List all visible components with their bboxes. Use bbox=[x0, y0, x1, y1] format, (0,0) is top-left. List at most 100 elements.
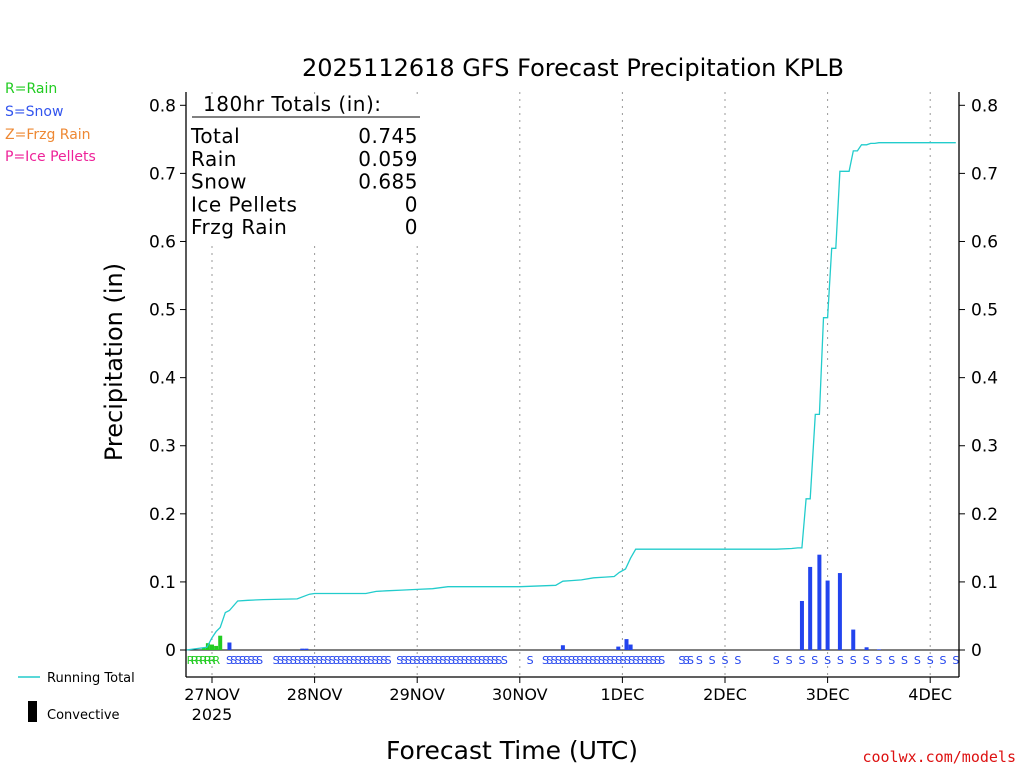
precip-type-marker-101: S bbox=[722, 654, 729, 667]
x-tick-label-6: 3DEC bbox=[806, 685, 850, 704]
bar-snow-2 bbox=[304, 648, 309, 650]
y-tick-label-left-3: 0.3 bbox=[149, 437, 176, 457]
precip-type-marker-66: S bbox=[501, 654, 508, 667]
bar-snow-7 bbox=[799, 600, 804, 650]
precip-type-marker-46: S bbox=[414, 654, 421, 667]
totals-value-0: 0.745 bbox=[358, 124, 418, 148]
precip-type-marker-70: S bbox=[551, 654, 558, 667]
precip-type-marker-77: S bbox=[581, 654, 588, 667]
bar-snow-10 bbox=[825, 580, 830, 650]
precip-type-marker-12: S bbox=[247, 654, 254, 667]
precip-type-marker-83: S bbox=[607, 654, 614, 667]
x-tick-label-4: 1DEC bbox=[601, 685, 645, 704]
precip-type-marker-33: S bbox=[350, 654, 357, 667]
precip-type-marker-52: S bbox=[439, 654, 446, 667]
y-tick-label-right-2: 0.2 bbox=[971, 505, 998, 525]
precip-type-marker-81: S bbox=[598, 654, 605, 667]
precip-type-marker-42: S bbox=[396, 654, 403, 667]
x-tick-label-1: 28NOV bbox=[287, 685, 343, 704]
precip-type-marker-112: S bbox=[888, 654, 895, 667]
precip-type-marker-115: S bbox=[927, 654, 934, 667]
precip-type-marker-68: S bbox=[542, 654, 549, 667]
y-tick-label-right-1: 0.1 bbox=[971, 573, 998, 593]
totals-value-2: 0.685 bbox=[358, 170, 418, 194]
y-tick-label-right-4: 0.4 bbox=[971, 369, 998, 389]
precip-type-marker-74: S bbox=[568, 654, 575, 667]
precip-type-marker-16: S bbox=[277, 654, 284, 667]
precip-type-marker-80: S bbox=[594, 654, 601, 667]
precip-type-marker-49: S bbox=[426, 654, 433, 667]
bar-snow-1 bbox=[300, 648, 305, 650]
precip-type-marker-3: R bbox=[200, 654, 208, 667]
y-tick-label-left-4: 0.4 bbox=[149, 369, 176, 389]
y-axis-label: Precipitation (in) bbox=[100, 263, 128, 461]
precip-type-marker-97: S bbox=[683, 654, 690, 667]
precip-type-marker-21: S bbox=[298, 654, 305, 667]
precip-type-marker-10: S bbox=[239, 654, 246, 667]
y-tick-label-right-6: 0.6 bbox=[971, 232, 998, 252]
precip-type-marker-98: S bbox=[687, 654, 694, 667]
precip-type-marker-93: S bbox=[650, 654, 657, 667]
precip-type-marker-5: R bbox=[208, 654, 216, 667]
precip-type-marker-85: S bbox=[615, 654, 622, 667]
precip-type-marker-1: R bbox=[191, 654, 199, 667]
precip-type-marker-20: S bbox=[294, 654, 301, 667]
precip-type-marker-23: S bbox=[307, 654, 314, 667]
precip-type-marker-43: S bbox=[401, 654, 408, 667]
precip-type-marker-117: S bbox=[952, 654, 959, 667]
bar-snow-14 bbox=[876, 649, 881, 650]
precip-type-marker-64: S bbox=[491, 654, 498, 667]
precip-type-marker-94: S bbox=[654, 654, 661, 667]
precip-type-marker-105: S bbox=[798, 654, 805, 667]
totals-value-4: 0 bbox=[405, 215, 418, 239]
precip-type-marker-4: R bbox=[204, 654, 212, 667]
running-total-line bbox=[186, 142, 956, 651]
precip-type-marker-48: S bbox=[422, 654, 429, 667]
totals-value-3: 0 bbox=[405, 192, 418, 216]
precip-type-marker-35: S bbox=[359, 654, 366, 667]
precip-type-marker-111: S bbox=[875, 654, 882, 667]
precip-type-marker-109: S bbox=[850, 654, 857, 667]
totals-value-1: 0.059 bbox=[358, 147, 418, 171]
x-axis-label: Forecast Time (UTC) bbox=[386, 736, 638, 765]
bar-rain-4 bbox=[218, 635, 223, 650]
precip-type-marker-39: S bbox=[376, 654, 383, 667]
precip-type-marker-106: S bbox=[811, 654, 818, 667]
y-tick-label-left-0: 0 bbox=[165, 641, 176, 661]
precip-type-marker-40: S bbox=[380, 654, 387, 667]
precip-type-marker-96: S bbox=[678, 654, 685, 667]
x-tick-label-2: 29NOV bbox=[389, 685, 445, 704]
precip-type-marker-72: S bbox=[559, 654, 566, 667]
legend-snow: S=Snow bbox=[5, 104, 64, 120]
precip-type-marker-59: S bbox=[470, 654, 477, 667]
totals-label-0: Total bbox=[190, 124, 240, 148]
precip-type-marker-78: S bbox=[585, 654, 592, 667]
precip-type-marker-84: S bbox=[611, 654, 618, 667]
precip-type-marker-27: S bbox=[324, 654, 331, 667]
bar-snow-11 bbox=[837, 573, 842, 650]
precip-type-marker-41: S bbox=[385, 654, 392, 667]
precip-type-marker-95: S bbox=[658, 654, 665, 667]
precip-type-marker-29: S bbox=[333, 654, 340, 667]
precip-type-marker-62: S bbox=[482, 654, 489, 667]
totals-label-1: Rain bbox=[191, 147, 237, 171]
precip-type-marker-67: S bbox=[527, 654, 534, 667]
y-tick-label-right-3: 0.3 bbox=[971, 437, 998, 457]
precip-type-marker-30: S bbox=[337, 654, 344, 667]
precip-type-marker-2: R bbox=[195, 654, 203, 667]
y-tick-label-right-5: 0.5 bbox=[971, 301, 998, 321]
precip-type-marker-87: S bbox=[624, 654, 631, 667]
precip-type-marker-110: S bbox=[863, 654, 870, 667]
totals-heading: 180hr Totals (in): bbox=[203, 92, 382, 116]
legend-freezing-rain: Z=Frzg Rain bbox=[5, 127, 91, 143]
y-tick-label-left-8: 0.8 bbox=[149, 96, 176, 116]
precip-type-marker-99: S bbox=[696, 654, 703, 667]
precip-type-marker-63: S bbox=[487, 654, 494, 667]
precip-type-marker-34: S bbox=[355, 654, 362, 667]
y-tick-label-left-1: 0.1 bbox=[149, 573, 176, 593]
precip-type-marker-71: S bbox=[555, 654, 562, 667]
legend-rain: R=Rain bbox=[5, 81, 58, 97]
precip-type-marker-8: S bbox=[230, 654, 237, 667]
precip-type-marker-51: S bbox=[435, 654, 442, 667]
